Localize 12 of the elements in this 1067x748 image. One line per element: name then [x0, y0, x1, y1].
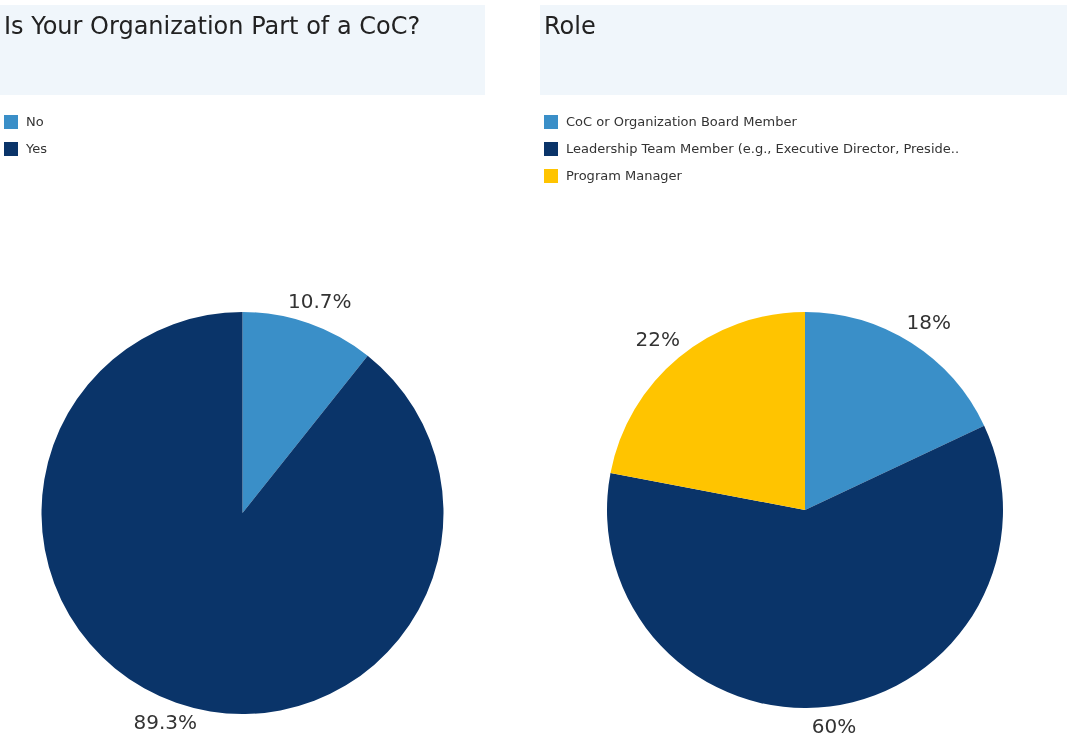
legend-label: Program Manager	[566, 168, 682, 183]
legend-label: Leadership Team Member (e.g., Executive Director, Preside..	[566, 141, 960, 156]
data-label: 18%	[906, 310, 951, 335]
data-label: 89.3%	[133, 709, 198, 734]
legend-label: Yes	[26, 141, 47, 156]
chart-title: Role	[540, 5, 1067, 95]
data-label: 22%	[635, 326, 680, 351]
data-label: 60%	[811, 714, 857, 739]
chart-title: Is Your Organization Part of a CoC?	[0, 5, 485, 95]
data-label: 10.7%	[287, 288, 352, 313]
legend-label: CoC or Organization Board Member	[566, 114, 797, 129]
legend-label: No	[26, 114, 44, 129]
